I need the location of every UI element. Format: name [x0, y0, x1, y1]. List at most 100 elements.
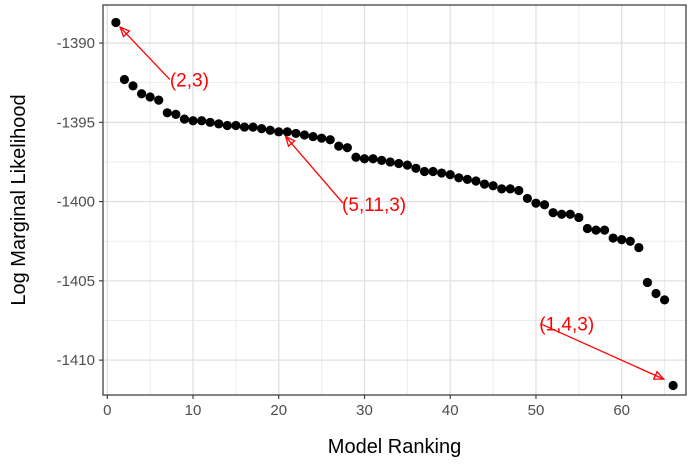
- y-tick-labels: -1390 -1395 -1400 -1405 -1410: [57, 35, 95, 369]
- data-point: [419, 166, 430, 177]
- data-point: [377, 155, 387, 165]
- annotation: [119, 26, 171, 80]
- x-axis-title: Model Ranking: [328, 436, 461, 458]
- data-point: [231, 120, 241, 131]
- data-point: [239, 122, 250, 132]
- data-point: [625, 236, 635, 246]
- data-point: [428, 166, 438, 177]
- data-point: [111, 17, 121, 28]
- data-point: [531, 198, 541, 208]
- data-point: [454, 173, 464, 183]
- data-point: [351, 152, 361, 162]
- data-point: [248, 122, 258, 132]
- annotation: [539, 323, 666, 380]
- data-point: [591, 225, 601, 235]
- axis-ticks: [99, 42, 623, 399]
- data-point: [599, 225, 610, 235]
- data-point: [119, 74, 130, 85]
- x-tick-label: 60: [613, 402, 630, 419]
- data-point: [402, 160, 412, 170]
- x-tick-label: 30: [356, 402, 373, 419]
- y-tick-label: -1390: [57, 35, 95, 52]
- data-point: [274, 127, 284, 137]
- x-tick-label: 50: [528, 402, 545, 419]
- data-point: [497, 184, 507, 194]
- data-point: [642, 277, 653, 288]
- data-point: [171, 109, 181, 119]
- data-point: [154, 95, 164, 105]
- data-point: [359, 154, 370, 164]
- annotation-label: (5,11,3): [342, 195, 406, 216]
- data-point: [574, 212, 584, 223]
- y-tick-label: -1400: [57, 194, 95, 211]
- data-point: [145, 92, 155, 102]
- data-point: [522, 193, 532, 204]
- x-tick-label: 20: [270, 402, 287, 419]
- annotation-arrow: [119, 26, 171, 80]
- data-point: [282, 127, 292, 137]
- data-point: [299, 130, 310, 140]
- data-point: [188, 116, 198, 126]
- x-tick-labels: 0 10 20 30 40 50 60: [103, 402, 630, 419]
- data-point: [445, 170, 455, 180]
- data-point: [214, 119, 224, 129]
- data-point: [179, 114, 190, 124]
- x-tick-label: 10: [185, 402, 202, 419]
- data-point: [668, 380, 678, 391]
- data-point: [557, 209, 567, 219]
- annotation-arrowhead: [119, 26, 131, 38]
- annotation: [284, 135, 344, 204]
- data-point: [196, 116, 207, 126]
- data-point: [162, 108, 172, 118]
- data-point: [325, 135, 335, 145]
- data-point: [385, 157, 395, 167]
- data-point: [291, 128, 301, 139]
- data-point: [222, 120, 232, 131]
- data-point: [505, 184, 515, 194]
- data-point: [617, 235, 627, 245]
- data-point: [659, 295, 670, 305]
- data-point: [548, 208, 558, 218]
- data-point: [539, 200, 550, 210]
- data-point: [265, 125, 275, 135]
- data-point: [136, 89, 147, 99]
- data-point: [479, 179, 490, 189]
- annotation-arrow: [539, 323, 664, 380]
- annotation-arrowhead: [652, 370, 666, 380]
- data-point: [394, 158, 404, 169]
- data-point: [368, 154, 378, 164]
- x-tick-label: 40: [442, 402, 459, 419]
- plot-panel-border: [102, 4, 687, 396]
- data-point: [334, 141, 344, 151]
- data-point: [471, 176, 481, 186]
- annotation-label: (1,4,3): [539, 315, 594, 336]
- data-point: [308, 131, 318, 142]
- annotations: (2,3) (5,11,3) (1,4,3): [119, 26, 666, 380]
- data-point: [462, 174, 472, 184]
- data-point: [608, 233, 618, 243]
- data-point: [205, 117, 215, 127]
- data-point: [514, 185, 524, 196]
- y-tick-label: -1395: [57, 114, 95, 131]
- data-point: [342, 143, 352, 153]
- y-tick-label: -1405: [57, 273, 95, 290]
- annotation-arrowhead: [284, 135, 296, 148]
- x-tick-label: 0: [103, 402, 111, 419]
- data-point: [488, 181, 498, 191]
- major-gridlines: [103, 5, 686, 395]
- data-point: [565, 209, 575, 219]
- annotation-label: (2,3): [170, 71, 209, 92]
- data-point: [411, 163, 421, 173]
- data-point: [634, 242, 644, 253]
- data-points: [111, 17, 678, 391]
- data-point: [651, 288, 661, 299]
- data-point: [437, 168, 447, 178]
- annotation-arrow: [285, 136, 344, 204]
- data-point: [257, 124, 267, 134]
- data-point: [582, 223, 593, 234]
- y-tick-label: -1410: [57, 352, 95, 369]
- data-point: [128, 81, 138, 91]
- y-axis-title: Log Marginal Likelihood: [8, 94, 30, 305]
- data-point: [317, 133, 327, 143]
